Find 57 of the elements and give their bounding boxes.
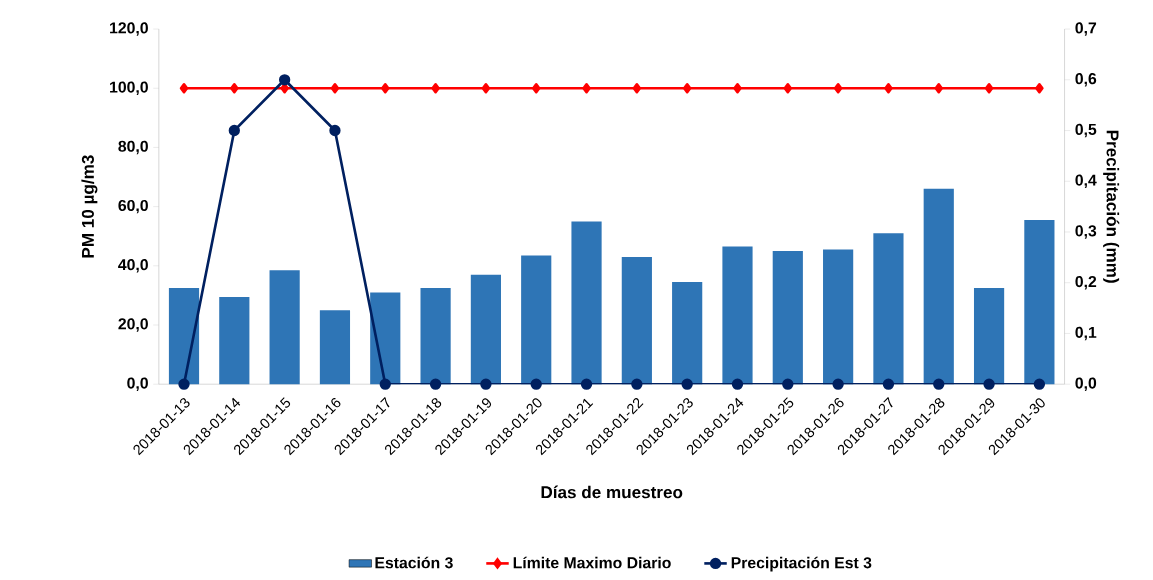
y2-axis-title: Precipitación (mm) — [1103, 131, 1120, 283]
y2-tick-label: 0,5 — [1075, 124, 1097, 138]
y-tick-label: 100,0 — [110, 81, 148, 96]
y2-tick-label: 0,3 — [1075, 225, 1097, 239]
y-tick-label: 20,0 — [118, 318, 148, 332]
point — [379, 378, 391, 391]
bar — [319, 310, 351, 385]
legend-label: Límite Maximo Diario — [513, 556, 671, 569]
point — [480, 378, 492, 391]
point — [681, 378, 693, 391]
point — [731, 378, 744, 391]
legend-label: Precipitación Est 3 — [731, 556, 872, 572]
y2-tick-label: 0,4 — [1075, 174, 1097, 189]
bar — [168, 288, 200, 385]
bar — [370, 292, 401, 385]
point — [983, 378, 995, 391]
bar — [269, 270, 300, 385]
y-tick-label: 60,0 — [118, 200, 148, 214]
bar — [1024, 220, 1055, 385]
bar — [521, 255, 552, 385]
y2-tick-label: 0,6 — [1075, 73, 1097, 87]
x-axis-title: Días de muestreo — [541, 485, 683, 499]
point — [631, 378, 643, 391]
y2-tick-label: 0,7 — [1075, 22, 1097, 36]
point — [832, 378, 844, 391]
bar — [873, 233, 904, 385]
bar — [571, 221, 602, 385]
point — [1033, 378, 1046, 391]
bar — [973, 288, 1005, 385]
bar — [722, 246, 753, 385]
y2-tick-label: 0,1 — [1075, 326, 1097, 341]
point — [580, 378, 593, 391]
y-tick-label: 120,0 — [110, 22, 148, 36]
y2-tick-label: 0,0 — [1075, 377, 1097, 392]
y-axis-title: PM 10 µg/m3 — [81, 155, 98, 258]
y-tick-label: 0,0 — [127, 377, 148, 392]
point — [329, 125, 341, 137]
bar — [420, 288, 451, 385]
point — [278, 74, 291, 86]
y2-tick-label: 0,2 — [1075, 276, 1097, 290]
bar — [772, 251, 803, 385]
bar — [470, 274, 501, 385]
legend-label: Estación 3 — [375, 556, 453, 569]
point — [178, 378, 190, 391]
bar — [219, 297, 250, 385]
bar — [823, 249, 854, 385]
point — [228, 125, 240, 137]
bar — [923, 189, 954, 385]
point — [782, 378, 794, 391]
y-tick-label: 80,0 — [118, 140, 148, 155]
point — [530, 378, 542, 391]
point — [429, 378, 442, 391]
point — [882, 378, 895, 391]
bar — [672, 282, 703, 385]
y-tick-label: 40,0 — [118, 259, 148, 273]
point — [933, 378, 945, 391]
bar — [621, 257, 652, 385]
